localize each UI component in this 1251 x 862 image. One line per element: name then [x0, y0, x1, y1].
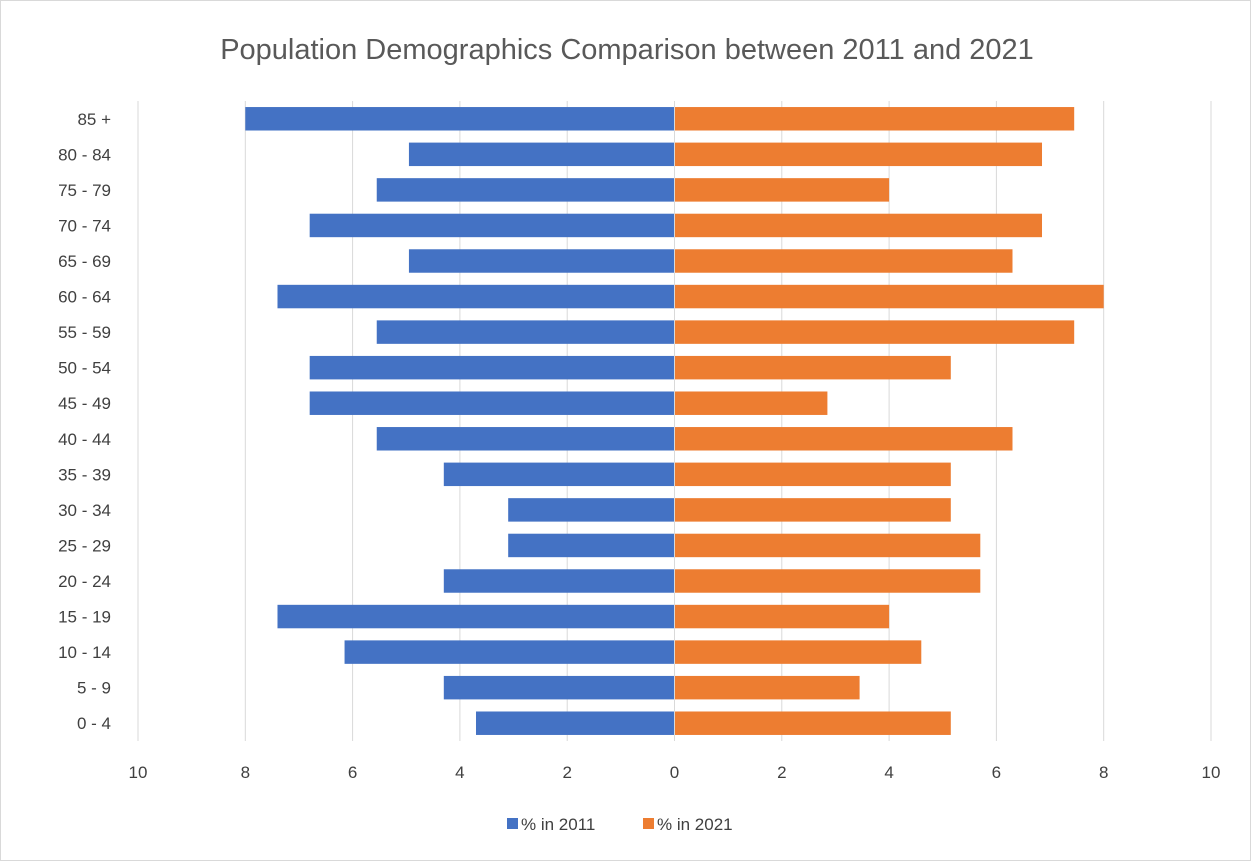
y-tick-label: 15 - 19: [58, 608, 111, 627]
chart-title: Population Demographics Comparison betwe…: [220, 34, 1034, 66]
bar-2021: [674, 320, 1075, 344]
series-2011-bars: [245, 107, 675, 735]
y-tick-label: 55 - 59: [58, 323, 111, 342]
bar-2011: [443, 675, 675, 700]
bar-2011: [408, 249, 675, 273]
x-tick-label: 6: [348, 763, 357, 782]
bar-2011: [376, 427, 675, 451]
bar-2011: [344, 640, 675, 664]
bar-2021: [674, 427, 1013, 451]
x-tick-label: 0: [670, 763, 679, 782]
x-tick-label: 10: [1202, 763, 1221, 782]
y-tick-label: 85 +: [77, 110, 111, 129]
y-tick-label: 20 - 24: [58, 572, 111, 591]
bar-2021: [674, 213, 1043, 238]
y-tick-label: 30 - 34: [58, 501, 111, 520]
y-tick-label: 75 - 79: [58, 181, 111, 200]
bar-2011: [277, 604, 675, 629]
x-tick-label: 2: [562, 763, 571, 782]
bar-2021: [674, 142, 1043, 167]
y-tick-label: 5 - 9: [77, 679, 111, 698]
legend-swatch-2011: [507, 818, 518, 829]
y-tick-label: 45 - 49: [58, 394, 111, 413]
y-tick-label: 70 - 74: [58, 216, 111, 235]
bar-2011: [277, 284, 675, 309]
bar-2021: [674, 355, 951, 380]
bar-2011: [376, 178, 675, 202]
bar-2021: [674, 533, 981, 558]
x-axis-labels: 10 8 6 4 2 0 2 4 6 8 10: [129, 763, 1221, 782]
bar-2011: [309, 213, 675, 238]
bar-2021: [674, 569, 981, 593]
bar-2011: [376, 320, 675, 344]
bar-2021: [674, 711, 951, 735]
bar-2021: [674, 178, 890, 202]
bar-2011: [443, 569, 675, 593]
bar-2021: [674, 604, 890, 629]
legend-label-2011: % in 2011: [521, 815, 595, 834]
x-tick-label: 2: [777, 763, 786, 782]
y-tick-label: 25 - 29: [58, 536, 111, 555]
y-tick-label: 0 - 4: [77, 714, 111, 733]
bar-2021: [674, 462, 951, 487]
bar-2011: [245, 107, 675, 131]
x-tick-label: 4: [884, 763, 893, 782]
bar-2011: [309, 355, 675, 380]
y-tick-label: 65 - 69: [58, 252, 111, 271]
legend-label-2021: % in 2021: [657, 815, 733, 834]
bar-2021: [674, 249, 1013, 273]
y-tick-label: 50 - 54: [58, 359, 111, 378]
legend-swatch-2021: [643, 818, 654, 829]
x-tick-label: 10: [129, 763, 148, 782]
series-2021-bars: [674, 107, 1104, 735]
x-tick-label: 6: [992, 763, 1001, 782]
y-tick-label: 35 - 39: [58, 465, 111, 484]
y-tick-label: 40 - 44: [58, 430, 111, 449]
bar-2011: [309, 391, 675, 415]
bar-2011: [508, 533, 675, 558]
bar-2011: [475, 711, 675, 735]
bar-2021: [674, 498, 951, 522]
bar-2021: [674, 107, 1075, 131]
bar-2011: [408, 142, 675, 167]
y-tick-label: 10 - 14: [58, 643, 111, 662]
x-tick-label: 8: [241, 763, 250, 782]
x-tick-label: 8: [1099, 763, 1108, 782]
y-tick-label: 60 - 64: [58, 288, 111, 307]
bar-2011: [508, 498, 675, 522]
bar-2021: [674, 640, 922, 664]
bar-2021: [674, 284, 1104, 309]
bar-2011: [443, 462, 675, 487]
y-tick-label: 80 - 84: [58, 145, 111, 164]
legend: % in 2011 % in 2021: [507, 815, 733, 834]
bar-2021: [674, 675, 860, 700]
bar-2021: [674, 391, 828, 415]
x-tick-label: 4: [455, 763, 464, 782]
y-axis-labels: 0 - 4 5 - 9 10 - 14 15 - 19 20 - 24 25 - 29 30…: [58, 110, 111, 733]
